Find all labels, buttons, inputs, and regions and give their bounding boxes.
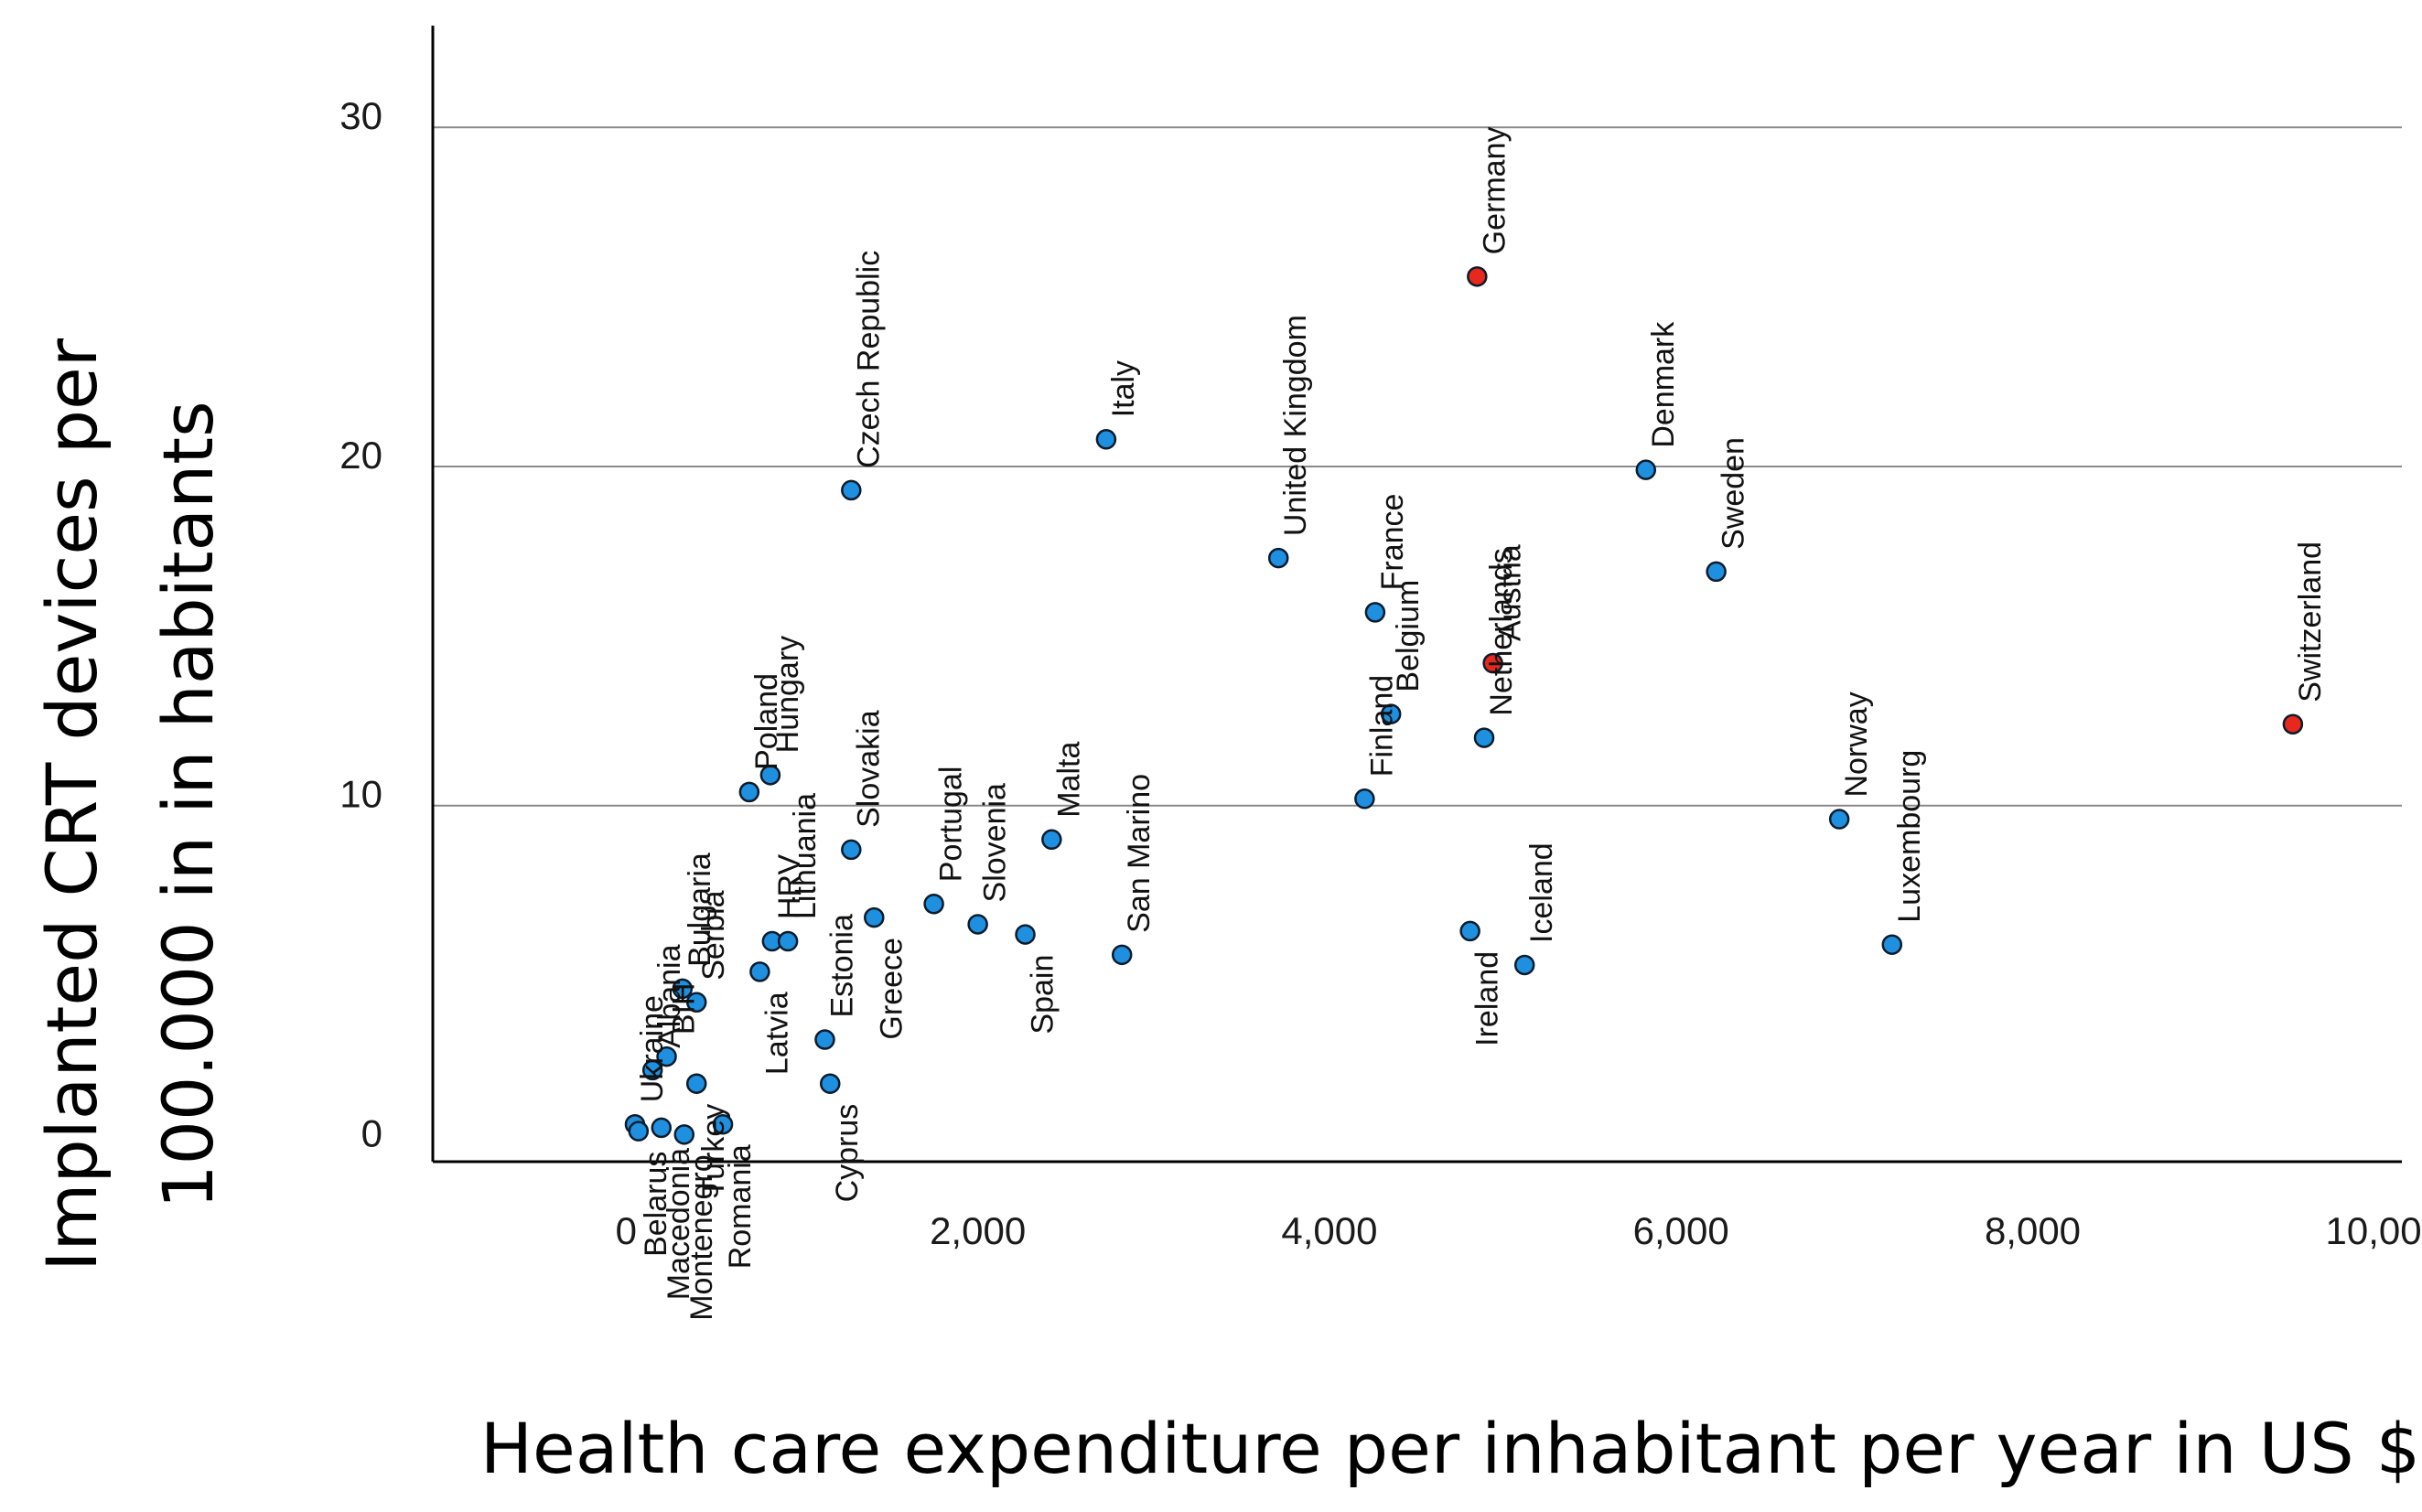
point-label: Denmark — [1646, 321, 1681, 448]
point-label: BIH — [667, 982, 702, 1035]
data-point — [1380, 703, 1402, 724]
point-label: Belarus — [639, 1152, 673, 1257]
point-label: Germany — [1477, 127, 1512, 255]
point-label: Finland — [1364, 675, 1399, 777]
data-point — [814, 1029, 835, 1050]
data-point — [819, 1073, 841, 1094]
point-label: Sweden — [1717, 437, 1751, 550]
data-point — [641, 1059, 663, 1081]
gridlines — [433, 126, 2402, 807]
point-label: Switzerland — [2293, 542, 2328, 702]
data-point — [1513, 954, 1535, 976]
data-point — [864, 906, 885, 928]
data-point — [712, 1113, 734, 1135]
data-point — [685, 1073, 707, 1094]
point-label: Lithuania — [788, 793, 823, 919]
y-axis-title-line2: 100.000 in in habitants — [147, 401, 229, 1208]
data-point — [1482, 652, 1503, 674]
point-label: Turkey — [696, 1104, 731, 1198]
data-point — [1706, 561, 1727, 583]
data-point — [1364, 602, 1386, 623]
x-tick-label: 6,000 — [1633, 1209, 1729, 1252]
point-label: Netherlands — [1484, 548, 1519, 715]
data-point — [672, 978, 694, 1000]
data-point — [1111, 944, 1133, 966]
point-label: Iceland — [1524, 842, 1559, 943]
data-point — [1015, 924, 1036, 945]
point-label: Slovakia — [851, 710, 886, 828]
data-point — [673, 1124, 695, 1145]
data-point — [777, 930, 799, 952]
point-label: Ireland — [1470, 951, 1505, 1046]
point-label: Serbia — [696, 890, 731, 980]
data-point — [1041, 829, 1062, 851]
data-point — [1828, 809, 1850, 830]
x-axis-ticks: 0 2,000 4,000 6,000 8,000 10,000 — [616, 1209, 2422, 1252]
y-axis-ticks: 0 10 20 30 — [339, 94, 382, 1154]
point-label: Hungary — [770, 636, 805, 754]
y-tick-label: 20 — [339, 434, 382, 477]
point-label: Portugal — [934, 767, 969, 883]
point-label: Poland — [749, 673, 784, 770]
point-label: Estonia — [824, 914, 859, 1017]
point-label: Bulgaria — [683, 853, 717, 967]
point-label: Italy — [1106, 360, 1141, 417]
data-point — [1473, 727, 1495, 748]
point-label: San Marino — [1122, 774, 1157, 933]
point-label: Macedonia — [662, 1148, 696, 1300]
data-point — [841, 479, 862, 501]
point-label: Austria — [1493, 544, 1528, 641]
point-label: Norway — [1839, 692, 1874, 797]
data-point — [1467, 266, 1488, 287]
data-point — [1635, 459, 1657, 480]
point-label: Cyprus — [830, 1104, 865, 1203]
data-point — [685, 992, 707, 1013]
x-tick-label: 2,000 — [930, 1209, 1026, 1252]
point-label: Belgium — [1391, 580, 1426, 692]
x-axis-title: Health care expenditure per inhabitant p… — [480, 1408, 2420, 1489]
x-tick-label: 8,000 — [1985, 1209, 2081, 1252]
data-point — [628, 1121, 650, 1142]
data-point — [967, 914, 988, 935]
data-point — [749, 961, 770, 982]
x-tick-label: 4,000 — [1281, 1209, 1377, 1252]
data-point — [656, 1046, 677, 1067]
point-label: Czech Republic — [851, 251, 886, 468]
point-label: Spain — [1026, 955, 1060, 1035]
point-label: Latvia — [759, 992, 794, 1075]
point-label: HRV — [772, 854, 807, 919]
data-point — [923, 893, 944, 915]
data-point — [738, 781, 760, 803]
point-label: Luxembourg — [1892, 750, 1927, 923]
data-points — [624, 266, 2304, 1145]
point-label: Greece — [874, 938, 909, 1040]
data-point — [1459, 920, 1480, 942]
data-point — [1267, 547, 1289, 569]
point-label: Malta — [1051, 742, 1086, 818]
point-label: Ukraine — [635, 995, 670, 1102]
data-point — [1095, 429, 1117, 450]
x-tick-label: 10,000 — [2326, 1209, 2422, 1252]
y-tick-label: 30 — [339, 94, 382, 137]
data-point — [759, 765, 781, 786]
y-tick-label: 0 — [361, 1111, 382, 1154]
data-point — [1354, 788, 1375, 810]
data-point — [841, 839, 862, 861]
y-tick-label: 10 — [339, 773, 382, 816]
point-label: Albania — [652, 944, 687, 1048]
point-label: Montenegro — [684, 1154, 719, 1320]
point-label: United Kingdom — [1278, 315, 1313, 536]
data-point — [2282, 713, 2304, 735]
point-label: Romania — [723, 1144, 758, 1269]
x-tick-label: 0 — [616, 1209, 637, 1252]
data-point — [1881, 934, 1903, 955]
point-label: Slovenia — [978, 783, 1013, 903]
y-axis-title-line1: Implanted CRT devices per — [31, 338, 113, 1271]
point-label: France — [1375, 494, 1410, 591]
data-point — [651, 1117, 673, 1139]
